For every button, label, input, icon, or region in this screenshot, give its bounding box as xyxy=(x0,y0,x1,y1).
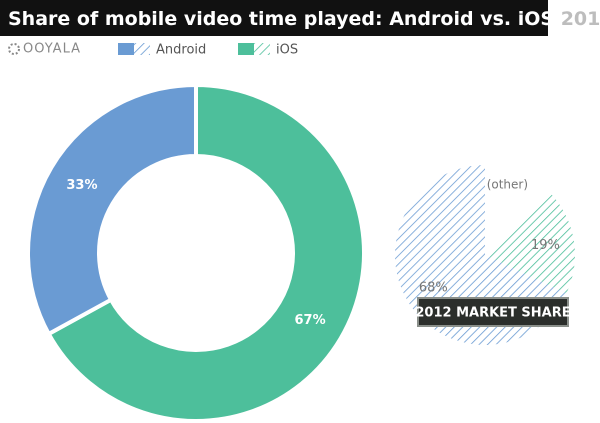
pie-slice xyxy=(485,193,575,294)
logo-text: OOYALA xyxy=(23,42,81,57)
legend-swatch xyxy=(118,43,134,55)
slice-label: (other) xyxy=(487,177,528,191)
legend-swatch xyxy=(238,43,254,55)
pie-chart: (other) 19% 68% 2012 MARKET SHARE xyxy=(395,165,575,345)
legend-label: Android xyxy=(156,43,206,58)
logo: OOYALA xyxy=(8,42,81,57)
value-label: 68% xyxy=(419,280,448,295)
donut-chart: 67% 33% xyxy=(26,82,366,423)
value-label: 19% xyxy=(531,238,560,253)
chart-title: 2012 MARKET SHARE xyxy=(415,306,570,321)
legend-swatch-hatch xyxy=(134,43,150,55)
donut-slice xyxy=(46,82,366,423)
title-bar xyxy=(0,0,548,36)
value-label: 33% xyxy=(66,178,97,193)
donut-slice xyxy=(26,82,198,337)
legend: Android iOS xyxy=(118,43,298,58)
logo-icon xyxy=(8,43,20,55)
legend-label: iOS xyxy=(276,43,298,58)
value-label: 67% xyxy=(294,313,325,328)
chart-title: Share of mobile video time played: Andro… xyxy=(8,8,600,30)
title-badge xyxy=(417,297,569,327)
legend-swatch-hatch xyxy=(254,43,270,55)
